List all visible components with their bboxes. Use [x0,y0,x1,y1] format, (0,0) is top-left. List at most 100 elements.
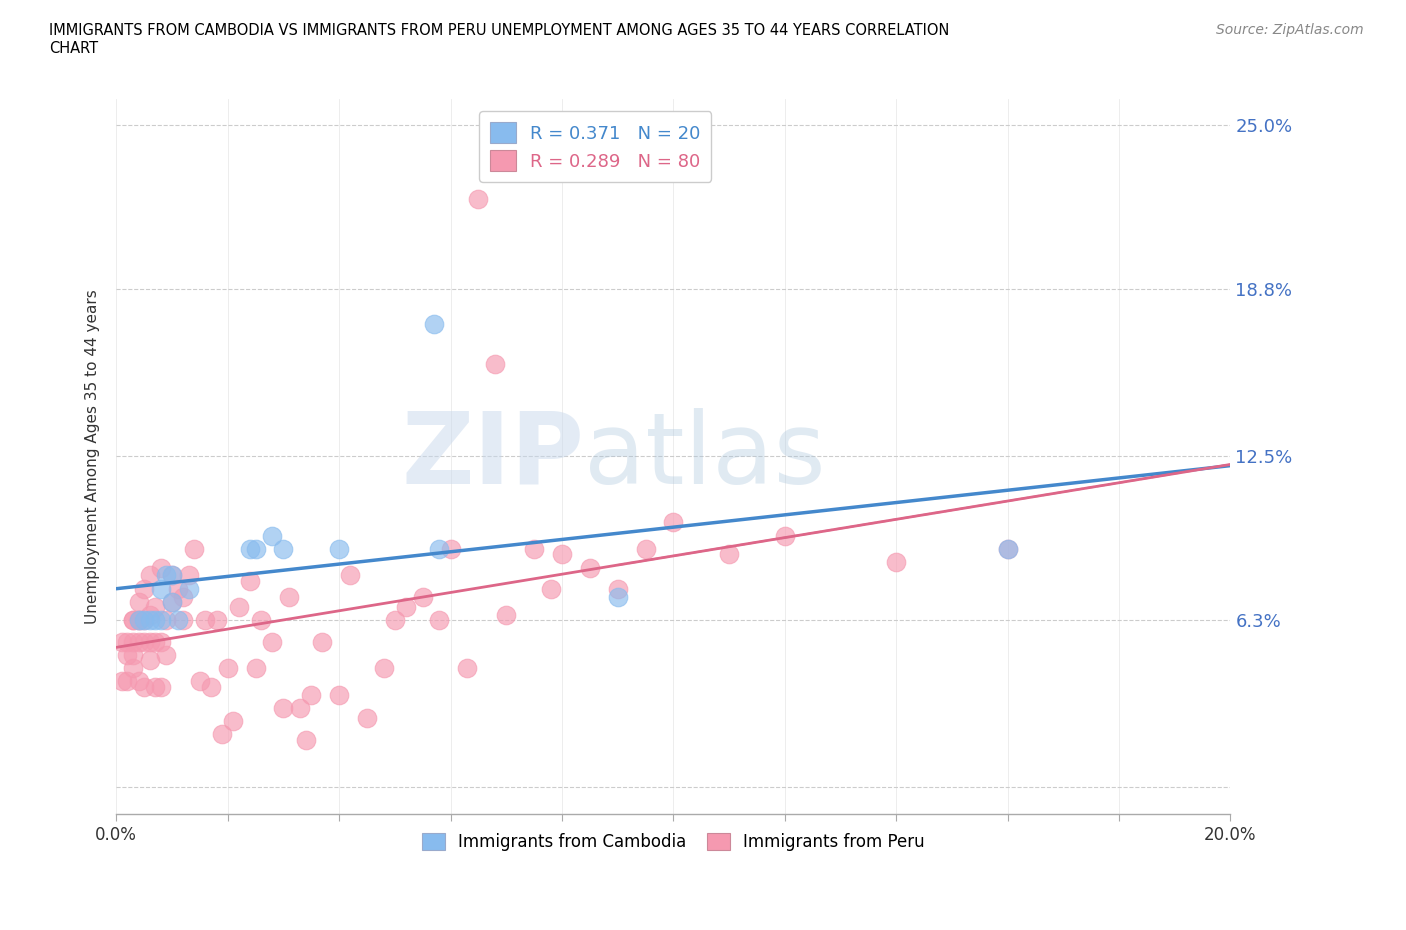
Text: Source: ZipAtlas.com: Source: ZipAtlas.com [1216,23,1364,37]
Point [111,634,134,649]
Point [523,541,546,556]
Point [128,674,150,689]
Point [166,613,188,628]
Point [439,541,461,556]
Point [143,613,166,628]
Point [551,547,574,562]
Point [294,732,316,747]
Point [160,568,183,583]
Point [262,634,284,649]
Point [122,613,145,628]
Point [211,727,233,742]
Point [423,316,446,331]
Point [117,647,139,662]
Point [328,687,350,702]
Point [278,590,301,604]
Point [273,700,295,715]
Point [634,541,657,556]
Point [205,613,228,628]
Point [997,541,1019,556]
Point [467,192,489,206]
Point [128,613,150,628]
Point [160,594,183,609]
Point [160,568,183,583]
Point [188,674,211,689]
Point [540,581,562,596]
Point [311,634,333,649]
Point [373,660,395,675]
Point [160,594,183,609]
Point [128,634,150,649]
Y-axis label: Unemployment Among Ages 35 to 44 years: Unemployment Among Ages 35 to 44 years [86,289,100,624]
Point [149,679,172,694]
Point [128,594,150,609]
Point [484,356,506,371]
Point [122,634,145,649]
Point [217,660,239,675]
Point [884,555,907,570]
Point [339,568,361,583]
Point [134,613,156,628]
Point [143,600,166,615]
Point [245,541,267,556]
Point [172,590,194,604]
Point [222,713,245,728]
Text: atlas: atlas [585,407,825,505]
Point [177,581,200,596]
Point [149,581,172,596]
Point [138,568,160,583]
Point [356,711,378,726]
Point [143,634,166,649]
Point [149,634,172,649]
Point [183,541,205,556]
Point [111,674,134,689]
Point [250,613,273,628]
Point [194,613,217,628]
Point [299,687,322,702]
Point [138,634,160,649]
Point [239,573,262,588]
Point [128,613,150,628]
Point [395,600,418,615]
Point [245,660,267,675]
Point [662,515,685,530]
Point [495,607,517,622]
Point [134,679,156,694]
Point [328,541,350,556]
Point [122,613,145,628]
Point [239,541,262,556]
Point [578,560,600,575]
Point [997,541,1019,556]
Point [288,700,311,715]
Point [773,528,796,543]
Point [718,547,741,562]
Point [143,679,166,694]
Point [149,560,172,575]
Point [149,613,172,628]
Point [429,613,451,628]
Point [200,679,222,694]
Point [606,581,628,596]
Point [134,634,156,649]
Point [412,590,434,604]
Point [138,653,160,668]
Point [138,613,160,628]
Point [128,613,150,628]
Text: ZIP: ZIP [401,407,585,505]
Point [117,634,139,649]
Point [117,674,139,689]
Point [134,581,156,596]
Point [138,607,160,622]
Point [155,647,177,662]
Point [384,613,406,628]
Point [429,541,451,556]
Point [456,660,478,675]
Point [273,541,295,556]
Point [228,600,250,615]
Text: IMMIGRANTS FROM CAMBODIA VS IMMIGRANTS FROM PERU UNEMPLOYMENT AMONG AGES 35 TO 4: IMMIGRANTS FROM CAMBODIA VS IMMIGRANTS F… [49,23,949,56]
Point [262,528,284,543]
Point [134,613,156,628]
Point [166,581,188,596]
Point [155,613,177,628]
Point [122,660,145,675]
